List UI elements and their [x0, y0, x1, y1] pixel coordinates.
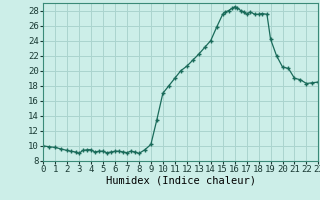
X-axis label: Humidex (Indice chaleur): Humidex (Indice chaleur) [106, 176, 256, 186]
